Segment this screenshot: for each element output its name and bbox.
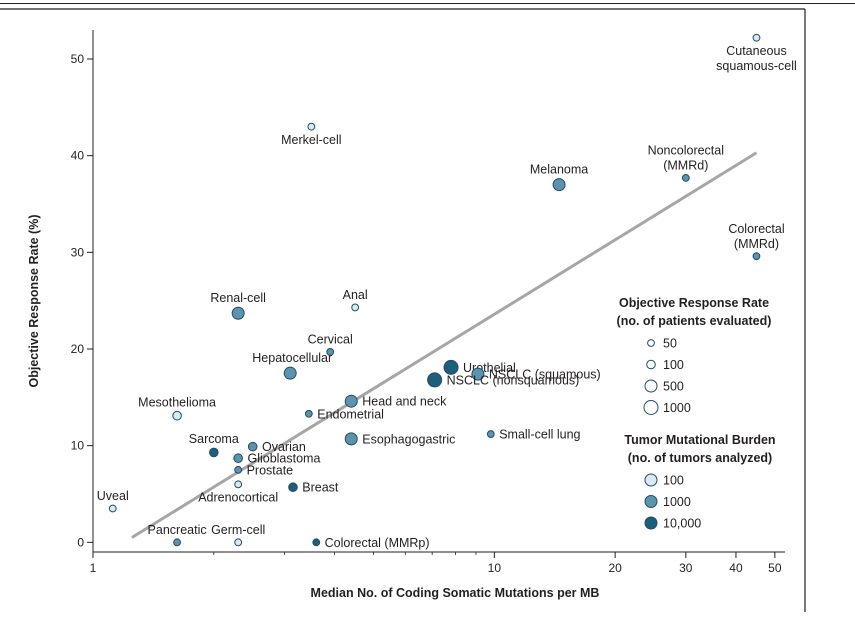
data-point (108, 504, 117, 513)
trend-line (131, 151, 758, 539)
color-legend-label: 10,000 (663, 517, 701, 531)
data-label: Breast (302, 481, 339, 495)
data-point (307, 122, 316, 131)
data-point (233, 453, 243, 464)
data-point (234, 538, 243, 547)
data-label: Mesothelioma (138, 395, 216, 409)
data-label: Colorectal (728, 222, 784, 236)
data-point (344, 394, 358, 408)
data-point (312, 538, 321, 547)
data-label: Esophagogastric (362, 432, 455, 446)
size-legend-title: (no. of patients evaluated) (617, 314, 772, 328)
size-legend-marker (643, 400, 659, 415)
data-point (552, 178, 566, 192)
size-legend-marker (646, 359, 656, 370)
data-point (247, 441, 258, 452)
data-label: Renal-cell (210, 291, 266, 305)
data-label: Cervical (308, 333, 353, 347)
size-legend-title: Objective Response Rate (619, 296, 769, 310)
data-label: Noncolorectal (648, 144, 724, 158)
y-tick-label: 30 (71, 245, 85, 259)
data-point (681, 174, 690, 182)
x-tick-label: 10 (488, 561, 502, 575)
data-point (351, 303, 360, 312)
data-label: squamous-cell (716, 59, 797, 73)
data-point (288, 482, 298, 493)
data-point (471, 367, 485, 381)
data-label: Prostate (247, 463, 294, 477)
size-legend-marker (647, 339, 655, 347)
size-legend-marker (644, 379, 658, 393)
data-point (326, 348, 335, 356)
size-legend-label: 500 (663, 380, 684, 394)
x-tick-label: 50 (768, 561, 782, 575)
data-label: Germ-cell (211, 523, 265, 537)
y-axis-title: Objective Response Rate (%) (27, 215, 41, 388)
data-label: Pancreatic (148, 523, 207, 537)
x-axis-title: Median No. of Coding Somatic Mutations p… (311, 586, 600, 600)
data-label: Glioblastoma (247, 452, 320, 466)
data-point (443, 359, 459, 375)
data-point (172, 410, 182, 421)
data-point (752, 252, 761, 261)
y-tick-label: 10 (71, 439, 85, 453)
data-label: Anal (343, 288, 368, 302)
data-label: Uveal (97, 489, 129, 503)
size-legend-label: 1000 (663, 401, 691, 415)
x-tick-label: 20 (608, 561, 622, 575)
data-point (344, 432, 358, 446)
x-tick-label: 40 (729, 561, 743, 575)
data-label: NSCLC (squamous) (489, 368, 601, 382)
color-legend-marker (644, 516, 658, 530)
data-point (231, 306, 245, 320)
x-tick-label: 30 (679, 561, 693, 575)
data-label: Merkel-cell (281, 133, 341, 147)
data-label: Sarcoma (189, 432, 239, 446)
data-point (209, 447, 219, 458)
data-point (283, 366, 297, 380)
data-label: Hepatocellular (252, 351, 332, 365)
y-tick-label: 40 (71, 149, 85, 163)
y-tick-label: 20 (71, 342, 85, 356)
data-label: Endometrial (317, 407, 384, 421)
data-label: NSCLC (nonsquamous) (447, 373, 580, 387)
size-legend-label: 100 (663, 358, 684, 372)
data-point (234, 465, 243, 474)
data-label: (MMRd) (663, 159, 708, 173)
data-label: Small-cell lung (499, 428, 580, 442)
data-point (234, 480, 243, 489)
y-tick-label: 0 (77, 535, 84, 549)
data-point (486, 430, 495, 438)
data-point (173, 538, 181, 547)
x-tick-label: 1 (90, 561, 97, 575)
data-point (427, 372, 443, 388)
y-tick-label: 50 (71, 52, 85, 66)
color-legend-marker (644, 495, 658, 508)
data-point (304, 409, 313, 418)
data-label: Adrenocortical (198, 491, 278, 505)
data-label: Colorectal (MMRp) (325, 536, 430, 550)
data-point (752, 33, 761, 42)
data-label: (MMRd) (734, 237, 779, 251)
data-label: Head and neck (362, 395, 447, 409)
color-legend-marker (644, 473, 658, 487)
size-legend-label: 50 (663, 337, 677, 351)
color-legend-title: Tumor Mutational Burden (624, 433, 775, 447)
color-legend-title: (no. of tumors analyzed) (628, 451, 772, 465)
color-legend-label: 100 (663, 474, 684, 488)
data-label: Melanoma (530, 163, 588, 177)
color-legend-label: 1000 (663, 495, 691, 509)
data-label: Ovarian (262, 440, 306, 454)
data-label: Cutaneous (726, 44, 786, 58)
